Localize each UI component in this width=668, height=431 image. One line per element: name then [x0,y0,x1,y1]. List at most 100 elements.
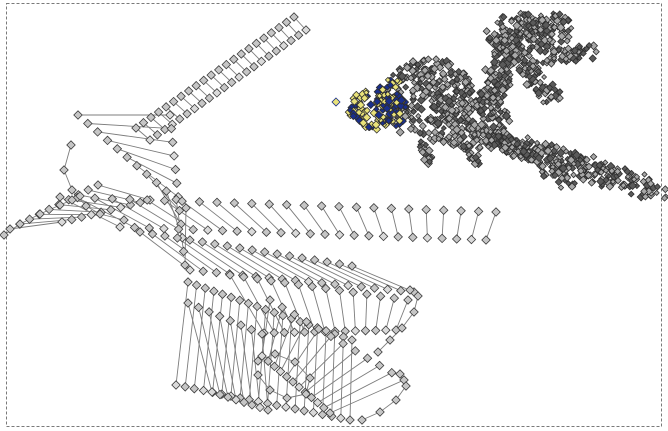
diamond-vertex-icon[interactable] [325,408,335,418]
diamond-vertex-icon[interactable] [281,200,292,210]
diamond-vertex-icon[interactable] [189,103,200,114]
diamond-vertex-icon[interactable] [397,71,407,81]
diamond-vertex-icon[interactable] [362,353,373,363]
diamond-vertex-icon[interactable] [372,124,382,134]
diamond-vertex-icon[interactable] [269,307,280,318]
diamond-vertex-icon[interactable] [408,232,418,243]
diamond-vertex-icon[interactable] [439,137,448,147]
diamond-vertex-icon[interactable] [497,98,505,106]
diamond-vertex-icon[interactable] [477,106,485,115]
diamond-vertex-icon[interactable] [67,214,77,225]
diamond-vertex-icon[interactable] [557,37,566,46]
diamond-vertex-icon[interactable] [265,295,275,305]
diamond-vertex-icon[interactable] [251,38,262,49]
diamond-vertex-icon[interactable] [452,110,460,118]
diamond-vertex-icon[interactable] [620,182,627,189]
diamond-vertex-icon[interactable] [386,81,395,89]
diamond-vertex-icon[interactable] [334,259,345,269]
diamond-vertex-icon[interactable] [364,231,374,241]
diamond-vertex-icon[interactable] [435,135,442,143]
diamond-vertex-icon[interactable] [373,347,383,357]
diamond-vertex-icon[interactable] [587,178,596,187]
diamond-vertex-icon[interactable] [176,91,186,102]
diamond-vertex-icon[interactable] [396,285,406,296]
diamond-vertex-icon[interactable] [129,222,140,233]
diamond-vertex-icon[interactable] [505,55,514,63]
diamond-vertex-icon[interactable] [384,76,392,84]
diamond-vertex-icon[interactable] [125,194,135,205]
diamond-vertex-icon[interactable] [579,175,588,184]
diamond-vertex-icon[interactable] [301,317,312,327]
diamond-vertex-icon[interactable] [490,86,499,95]
diamond-vertex-icon[interactable] [641,192,650,201]
diamond-vertex-icon[interactable] [653,183,662,191]
diamond-vertex-icon[interactable] [605,173,612,179]
diamond-vertex-icon[interactable] [470,120,480,130]
diamond-vertex-icon[interactable] [430,64,439,74]
diamond-vertex-icon[interactable] [301,25,311,35]
diamond-vertex-icon[interactable] [180,260,190,270]
diamond-vertex-icon[interactable] [317,409,328,420]
diamond-vertex-icon[interactable] [81,201,91,211]
diamond-vertex-icon[interactable] [512,21,522,31]
diamond-vertex-icon[interactable] [247,226,257,237]
diamond-vertex-icon[interactable] [540,99,547,106]
diamond-vertex-icon[interactable] [550,23,559,31]
diamond-vertex-icon[interactable] [425,158,433,166]
diamond-vertex-icon[interactable] [180,382,190,392]
diamond-vertex-icon[interactable] [349,112,358,121]
diamond-vertex-icon[interactable] [207,387,217,397]
diamond-vertex-icon[interactable] [497,66,506,75]
diamond-vertex-icon[interactable] [519,43,526,50]
diamond-vertex-icon[interactable] [229,198,240,208]
diamond-vertex-icon[interactable] [293,30,304,40]
diamond-vertex-icon[interactable] [44,204,54,215]
diamond-vertex-icon[interactable] [381,325,391,335]
diamond-vertex-icon[interactable] [373,97,382,106]
diamond-vertex-icon[interactable] [435,63,445,72]
diamond-vertex-icon[interactable] [391,83,400,91]
diamond-vertex-icon[interactable] [347,335,357,345]
diamond-vertex-icon[interactable] [570,171,577,179]
diamond-vertex-icon[interactable] [402,83,410,91]
diamond-vertex-icon[interactable] [159,195,170,206]
diamond-vertex-icon[interactable] [185,265,195,275]
diamond-vertex-icon[interactable] [152,130,163,140]
diamond-vertex-icon[interactable] [83,118,93,129]
diamond-vertex-icon[interactable] [402,63,412,72]
diamond-vertex-icon[interactable] [466,234,477,245]
diamond-vertex-icon[interactable] [548,167,556,175]
diamond-vertex-icon[interactable] [395,127,405,137]
diamond-vertex-icon[interactable] [491,207,501,217]
diamond-vertex-icon[interactable] [234,72,244,82]
diamond-vertex-icon[interactable] [461,77,470,87]
diamond-vertex-icon[interactable] [441,103,450,112]
diamond-vertex-icon[interactable] [177,196,187,206]
diamond-vertex-icon[interactable] [554,160,563,168]
diamond-vertex-icon[interactable] [170,164,181,175]
diamond-vertex-icon[interactable] [557,31,567,41]
diamond-vertex-icon[interactable] [576,54,583,62]
diamond-vertex-icon[interactable] [534,68,542,75]
diamond-vertex-icon[interactable] [539,172,548,180]
diamond-vertex-icon[interactable] [379,120,386,127]
diamond-vertex-icon[interactable] [264,51,274,61]
diamond-vertex-icon[interactable] [558,52,567,61]
diamond-vertex-icon[interactable] [346,106,354,114]
diamond-vertex-icon[interactable] [288,377,298,387]
diamond-vertex-icon[interactable] [404,204,414,214]
diamond-vertex-icon[interactable] [558,174,566,183]
diamond-vertex-icon[interactable] [246,324,257,335]
diamond-vertex-icon[interactable] [289,12,299,22]
diamond-vertex-icon[interactable] [244,43,254,54]
diamond-vertex-icon[interactable] [217,289,228,299]
diamond-vertex-icon[interactable] [236,49,247,59]
diamond-vertex-icon[interactable] [160,231,170,241]
diamond-vertex-icon[interactable] [376,92,383,100]
diamond-vertex-icon[interactable] [628,181,637,191]
diamond-vertex-icon[interactable] [491,50,498,58]
diamond-vertex-icon[interactable] [172,178,182,188]
diamond-vertex-icon[interactable] [378,231,389,242]
diamond-vertex-icon[interactable] [386,203,397,214]
